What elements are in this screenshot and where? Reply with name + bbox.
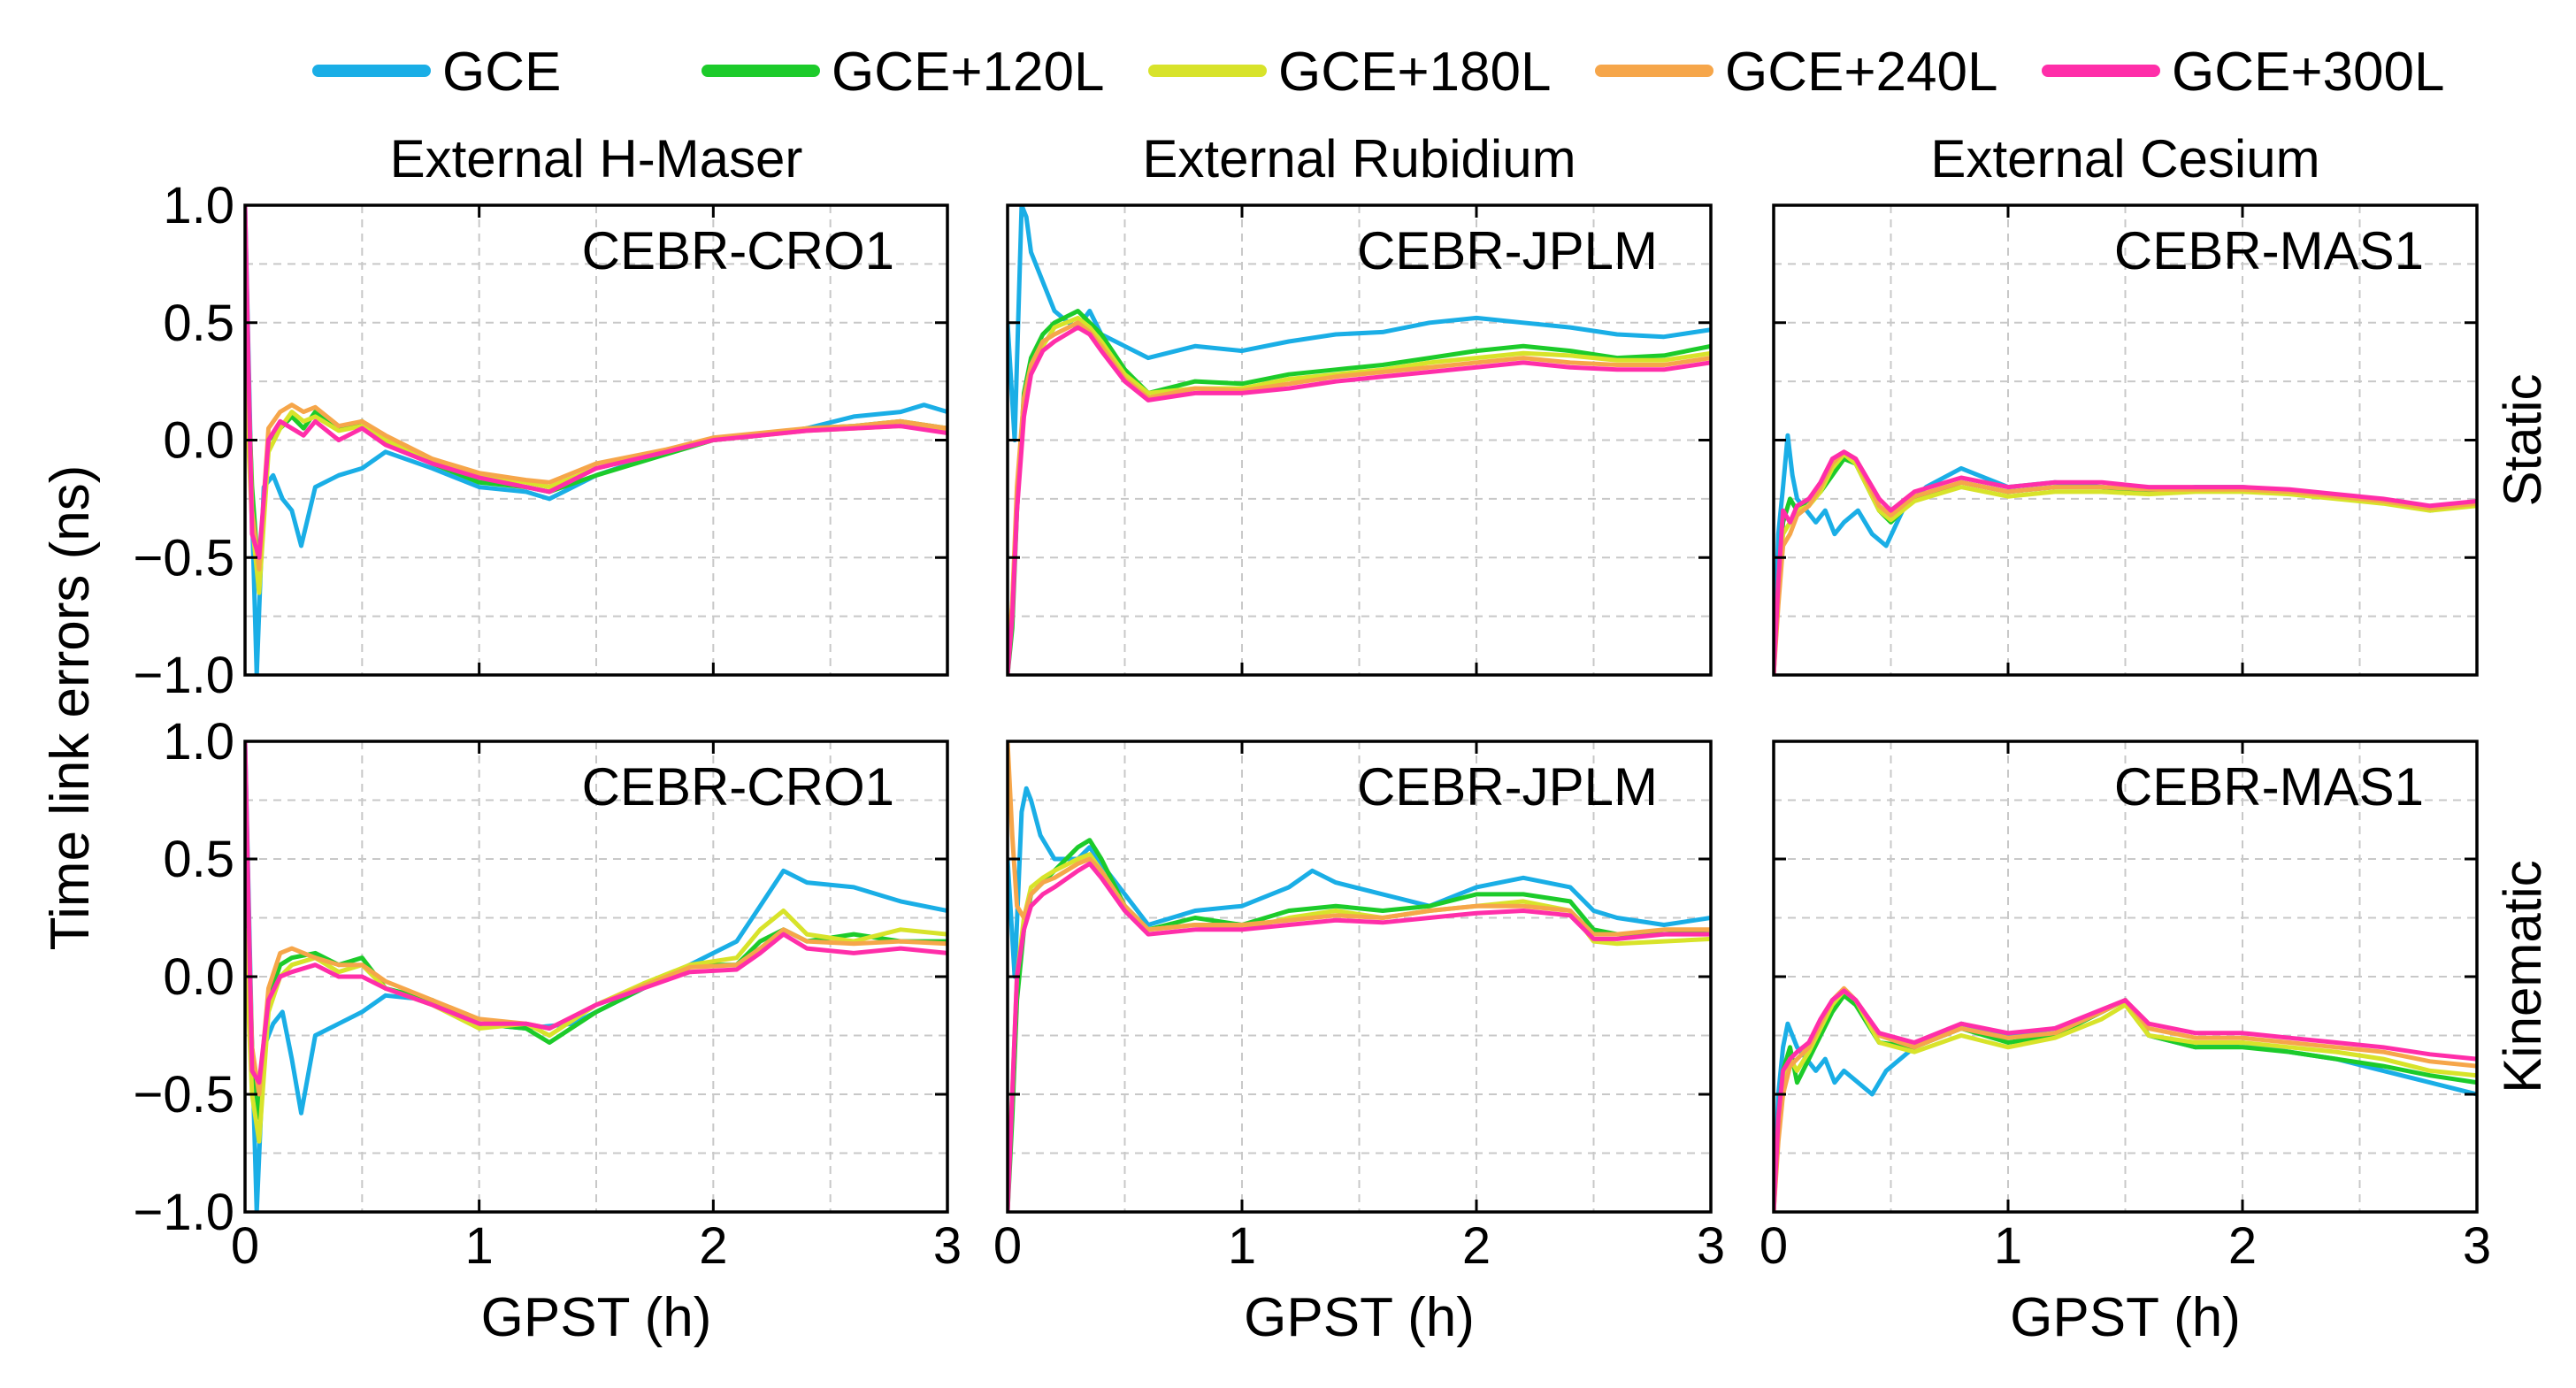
x-tick-label: 1 [1994,1217,2022,1275]
series-line-gce-plus-300l [245,205,947,560]
x-tick-label: 3 [2463,1217,2491,1275]
panel: CEBR-MAS1 [1772,203,2479,677]
station-label: CEBR-JPLM [1357,221,1658,280]
series-line-gce-plus-240l [245,786,947,1097]
column-title: External Rubidium [1142,129,1576,188]
series-line-gce-plus-300l [245,741,947,1085]
station-label: CEBR-JPLM [1357,757,1658,817]
x-tick-label: 0 [993,1217,1022,1275]
x-axis-label: GPST (h) [1244,1287,1475,1348]
series-line-gce [1774,433,2477,675]
panel: CEBR-JPLM [1006,203,1713,677]
y-tick-label: 1.0 [163,177,234,234]
series-line-gce-plus-300l [1008,325,1711,675]
series-group [1774,985,2477,1212]
series-group [1008,741,1711,1212]
y-tick-label: −1.0 [134,1184,235,1241]
x-tick-label: 2 [2228,1217,2257,1275]
series-line-gce-plus-240l [1008,320,1711,654]
legend-label: GCE+180L [1278,42,1552,103]
series-line-gce-plus-240l [1774,985,2477,1212]
y-tick-label: 1.0 [163,713,234,771]
y-tick-label: 0.0 [163,948,234,1006]
legend-label: GCE+120L [832,42,1105,103]
x-tick-label: 3 [1697,1217,1725,1275]
legend: GCE GCE+120L GCE+180L GCE+240L GCE+300L [312,42,2445,103]
series-line-gce-plus-240l [1774,449,2477,675]
series-group [245,205,947,675]
station-label: CEBR-MAS1 [2114,221,2424,280]
series-group [1008,205,1711,675]
series-line-gce-plus-300l [1774,449,2477,675]
y-tick-label: −1.0 [134,647,235,704]
series-line-gce [1008,786,1711,979]
station-label: CEBR-CRO1 [582,757,894,817]
legend-label: GCE [442,42,561,103]
series-line-gce-plus-180l [1774,988,2477,1212]
series-line-gce-plus-240l [245,249,947,571]
x-tick-label: 0 [1760,1217,1788,1275]
series-group [1774,433,2477,675]
x-tick-label: 0 [231,1217,259,1275]
panel: −1.0 −0.5 0.0 0.5 1.0 0 1 2 3 GPST (h) CEBR-CRO1 [134,713,962,1348]
series-line-gce-plus-300l [1774,988,2477,1212]
y-tick-label: −0.5 [134,529,235,587]
panel: −1.0 −0.5 0.0 0.5 1.0 CEBR-CRO1 [134,177,949,704]
series-line-gce [1008,205,1711,442]
x-axis-label: GPST (h) [2010,1287,2241,1348]
legend-label: GCE+240L [1725,42,1998,103]
x-tick-label: 2 [1462,1217,1491,1275]
series-line-gce-plus-300l [1008,861,1711,1212]
series-group [245,741,947,1212]
y-tick-label: 0.0 [163,412,234,470]
row-label: Kinematic [2493,860,2552,1093]
panel: 0 1 2 3 GPST (h) CEBR-JPLM [993,740,1725,1348]
x-axis-label: GPST (h) [481,1287,712,1348]
y-tick-label: −0.5 [134,1066,235,1123]
column-title: External H-Maser [390,129,803,188]
x-tick-label: 1 [1228,1217,1256,1275]
series-line-gce-plus-240l [1008,741,1711,937]
legend-label: GCE+300L [2172,42,2445,103]
x-tick-label: 3 [933,1217,962,1275]
panel: 0 1 2 3 GPST (h) CEBR-MAS1 [1760,740,2491,1348]
column-title: External Cesium [1930,129,2319,188]
row-label: Static [2493,373,2552,506]
y-axis-label: Time link errors (ns) [40,465,101,951]
y-tick-label: 0.5 [163,831,234,888]
station-label: CEBR-MAS1 [2114,757,2424,817]
y-tick-label: 0.5 [163,295,234,352]
x-tick-label: 2 [699,1217,727,1275]
x-tick-label: 1 [465,1217,494,1275]
station-label: CEBR-CRO1 [582,221,894,280]
